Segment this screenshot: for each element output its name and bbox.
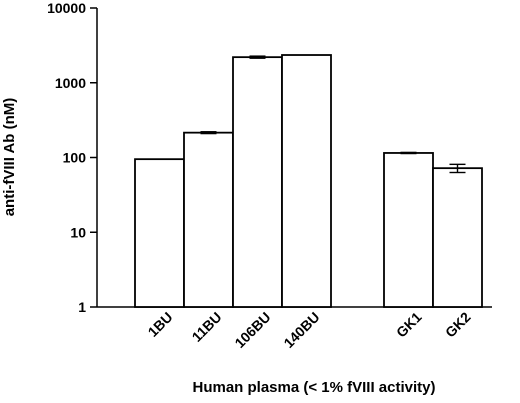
bar-GK2	[432, 167, 483, 308]
bar-1BU	[134, 158, 185, 308]
y-tick-label: 1	[78, 299, 86, 315]
x-axis-title: Human plasma (< 1% fVIII activity)	[193, 379, 436, 396]
y-tick-label: 10	[70, 224, 86, 240]
y-tick-label: 1000	[55, 75, 86, 91]
bar-106BU	[232, 56, 283, 308]
category-labels: 1BU 11BU 106BU 140BU GK1 GK2	[144, 309, 473, 351]
bar-GK1	[383, 152, 434, 308]
error-bars	[200, 55, 466, 174]
bar-11BU	[183, 131, 234, 308]
category-label: 140BU	[280, 309, 322, 351]
y-tick-label: 100	[63, 150, 87, 166]
category-label: 106BU	[231, 309, 273, 351]
category-label: GK2	[442, 309, 474, 341]
category-label: GK1	[393, 309, 425, 341]
category-label: 1BU	[144, 309, 175, 340]
bar-140BU	[281, 54, 332, 308]
bars	[134, 54, 483, 308]
category-label: 11BU	[189, 309, 225, 345]
y-axis-title: anti-fVIII Ab (nM)	[1, 98, 18, 217]
y-tick-label: 10000	[47, 0, 86, 16]
y-axis: 1 10 100 1000 10000	[47, 0, 98, 315]
